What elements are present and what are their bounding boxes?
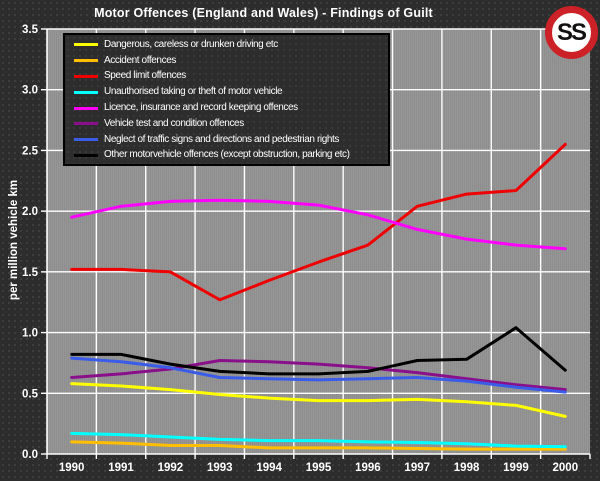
legend-label: Accident offences xyxy=(104,54,176,66)
y-tick-label: 0.0 xyxy=(22,449,38,461)
chart-title: Motor Offences (England and Wales) - Fin… xyxy=(94,6,433,20)
y-tick-label: 1.0 xyxy=(22,328,38,340)
y-tick-label: 3.5 xyxy=(22,24,39,36)
legend-label: Unauthorised taking or theft of motor ve… xyxy=(104,86,283,98)
series-line-2 xyxy=(70,440,567,451)
series-line-1 xyxy=(70,382,567,418)
legend-item: Unauthorised taking or theft of motor ve… xyxy=(65,84,388,100)
series-line-5 xyxy=(70,198,567,251)
legend-item: Neglect of traffic signs and directions … xyxy=(65,132,388,148)
x-tick-label: 1996 xyxy=(355,462,381,474)
ss-logo: SS xyxy=(545,6,598,59)
legend-label: Licence, insurance and record keeping of… xyxy=(104,102,298,114)
legend-swatch-line xyxy=(74,106,98,110)
legend-item: Licence, insurance and record keeping of… xyxy=(65,100,388,116)
legend-swatch-line xyxy=(74,153,98,157)
ss-logo-text: SS xyxy=(556,18,587,46)
legend-swatch-line xyxy=(74,74,98,78)
legend-item: Speed limit offences xyxy=(65,69,388,85)
legend-swatch-line xyxy=(74,59,98,63)
legend-item: Dangerous, careless or drunken driving e… xyxy=(65,37,388,53)
x-tick-label: 1992 xyxy=(158,462,184,474)
legend-label: Neglect of traffic signs and directions … xyxy=(104,133,340,145)
x-tick-label: 1994 xyxy=(256,462,282,474)
x-tick-label: 1991 xyxy=(108,462,134,474)
y-tick-label: 2.0 xyxy=(22,206,38,218)
y-tick-label: 2.5 xyxy=(22,145,39,157)
legend-item: Other motorvehicle offences (except obst… xyxy=(65,148,388,164)
legend-swatch-line xyxy=(74,138,98,142)
x-tick-label: 2000 xyxy=(553,462,579,474)
legend-swatch-line xyxy=(74,90,98,94)
legend-item: Accident offences xyxy=(65,53,388,69)
legend-label: Other motorvehicle offences (except obst… xyxy=(104,149,350,161)
legend: Dangerous, careless or drunken driving e… xyxy=(63,33,390,166)
legend-label: Speed limit offences xyxy=(104,70,186,82)
series-line-4 xyxy=(70,431,567,449)
y-tick-label: 1.5 xyxy=(22,267,39,279)
series-line-7 xyxy=(70,356,567,394)
y-tick-label: 3.0 xyxy=(22,85,38,97)
x-tick-label: 1998 xyxy=(454,462,480,474)
series-line-3 xyxy=(70,142,567,302)
legend-label: Dangerous, careless or drunken driving e… xyxy=(104,38,278,50)
x-tick-label: 1997 xyxy=(404,462,430,474)
x-tick-label: 1999 xyxy=(503,462,529,474)
legend-swatch-line xyxy=(74,122,98,126)
legend-item: Vehicle test and condition offences xyxy=(65,116,388,132)
legend-swatch-line xyxy=(74,43,98,47)
x-tick-label: 1990 xyxy=(59,462,85,474)
x-tick-label: 1995 xyxy=(306,462,332,474)
x-tick-label: 1993 xyxy=(207,462,233,474)
y-tick-label: 0.5 xyxy=(22,388,39,400)
series-line-6 xyxy=(70,359,567,392)
legend-label: Vehicle test and condition offences xyxy=(104,117,244,129)
series-line-8 xyxy=(70,326,567,376)
